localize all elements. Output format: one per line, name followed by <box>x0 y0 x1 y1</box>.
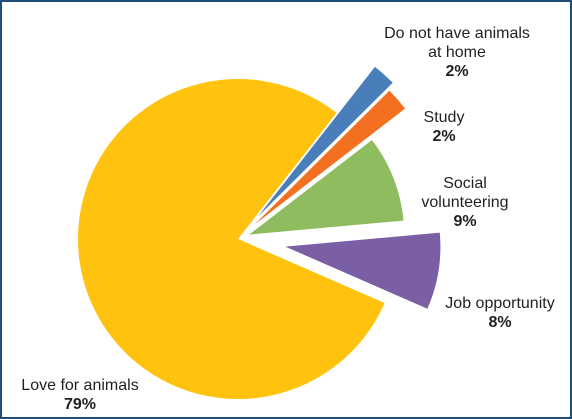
pie-slice-study <box>254 90 406 225</box>
slice-value-love-for-animals: 79% <box>63 396 97 413</box>
slice-label-social-volunteering-line-2: volunteering <box>421 194 509 211</box>
slice-label-no-animals-line-1: Do not have animals <box>384 25 530 42</box>
slice-label-social-volunteering: Social volunteering 9% <box>400 174 530 231</box>
slice-value-study: 2% <box>432 128 456 145</box>
slice-value-job-opportunity: 8% <box>488 314 512 331</box>
pie-slice-social-volunteering <box>249 140 404 235</box>
pie-slice-love-for-animals <box>77 79 385 399</box>
slice-label-love-for-animals: Love for animals 79% <box>10 376 150 414</box>
slice-label-job-opportunity: Job opportunity 8% <box>430 294 570 332</box>
slice-value-no-animals: 2% <box>445 63 469 80</box>
slice-label-no-animals-line-2: at home <box>428 44 486 61</box>
slice-label-love-for-animals-line-1: Love for animals <box>21 377 139 394</box>
slice-label-job-opportunity-line-1: Job opportunity <box>445 295 555 312</box>
slice-label-social-volunteering-line-1: Social <box>443 175 487 192</box>
pie-slice-no-animals <box>257 66 393 217</box>
pie-slice-job-opportunity <box>285 232 441 309</box>
slice-label-study: Study 2% <box>404 108 484 146</box>
slice-value-social-volunteering: 9% <box>453 213 477 230</box>
slice-label-study-line-1: Study <box>423 109 465 126</box>
slice-label-no-animals: Do not have animals at home 2% <box>368 24 546 81</box>
